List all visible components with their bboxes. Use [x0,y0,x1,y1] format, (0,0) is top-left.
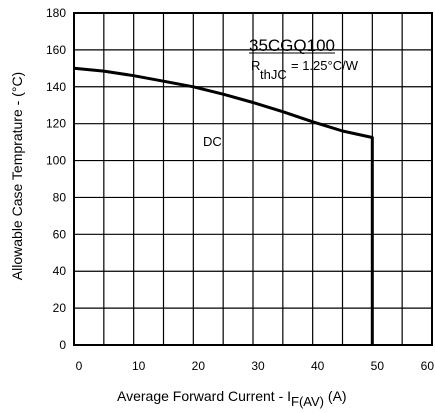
y-tick-label: 120 [46,117,66,131]
x-tick-labels: 0 10 20 30 40 50 60 [76,359,435,373]
series-group [73,66,374,345]
series-line-dc [73,66,374,345]
y-tick-label: 100 [46,154,66,168]
y-tick-label: 0 [59,338,66,352]
y-tick-label: 60 [53,227,67,241]
y-axis-label: Allowable Case Temprature - (°C) [9,72,25,280]
plot-frame [73,12,433,346]
x-axis-label: Average Forward Current - IF(AV) (A) [117,388,347,409]
x-tick-label: 40 [311,359,325,373]
y-tick-label: 40 [53,264,67,278]
y-tick-labels: 0 20 40 60 80 100 120 140 160 180 [46,6,66,352]
y-tick-label: 180 [46,6,66,20]
x-axis-label-sub: F(AV) [291,394,324,409]
y-tick-label: 20 [53,301,67,315]
x-tick-label: 0 [76,359,83,373]
part-number-label: 35CGQ100 [249,36,335,55]
x-axis-label-unit: (A) [324,388,347,404]
rth-subscript: thJC [260,67,287,82]
grid [74,13,432,345]
series-label-dc: DC [203,134,222,149]
rth-symbol: R [251,58,260,73]
x-tick-label: 20 [192,359,206,373]
x-tick-label: 30 [251,359,265,373]
y-tick-label: 140 [46,80,66,94]
x-tick-label: 50 [371,359,385,373]
x-axis-label-main: Average Forward Current - I [117,388,291,404]
y-tick-label: 80 [53,190,67,204]
x-tick-label: 10 [132,359,146,373]
x-tick-label: 60 [421,359,435,373]
rth-value: = 1.25°C/W [291,58,359,73]
y-tick-label: 160 [46,43,66,57]
